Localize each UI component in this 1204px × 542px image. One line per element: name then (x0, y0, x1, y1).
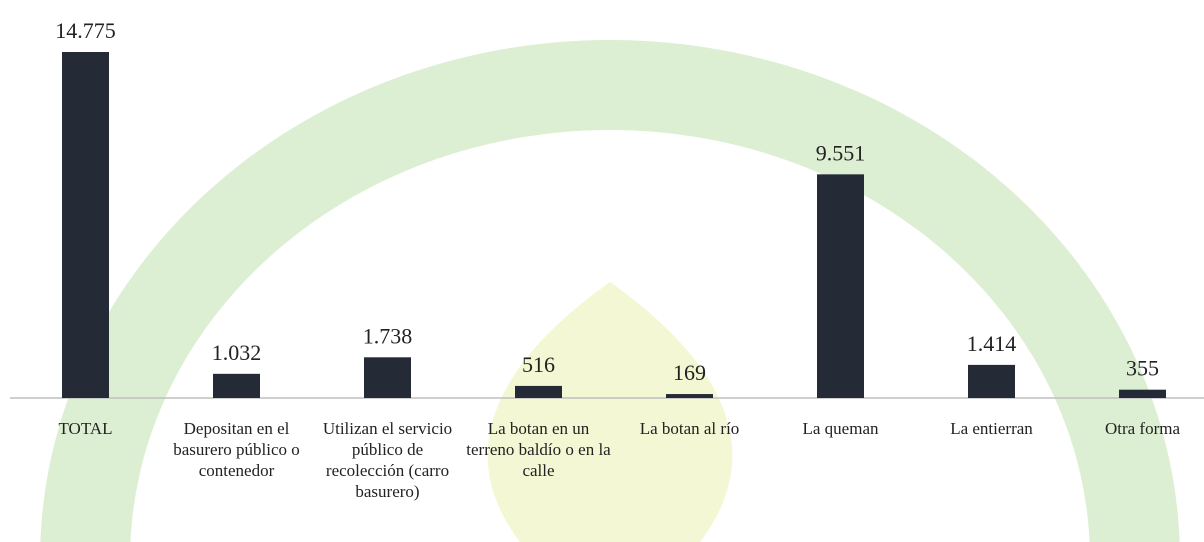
bar (666, 394, 713, 398)
x-tick-label: Otra forma (1104, 419, 1181, 438)
value-label: 9.551 (816, 140, 866, 165)
bar (1119, 389, 1166, 398)
value-label: 14.775 (55, 18, 116, 43)
x-tick-label: Utilizan el servicio público de recolecc… (322, 419, 453, 501)
x-tick-label: La queman (802, 419, 879, 438)
bar (515, 385, 562, 398)
x-tick-label: TOTAL (58, 419, 113, 438)
x-tick-label: La botan al río (639, 419, 740, 438)
value-label: 1.032 (212, 340, 262, 365)
bar (62, 52, 109, 398)
bar (968, 364, 1015, 398)
background-decoration (40, 40, 1180, 542)
bar (364, 357, 411, 398)
value-label: 516 (522, 352, 555, 377)
bar (213, 373, 260, 398)
x-tick-label: Depositan en el basurero público o conte… (173, 419, 300, 480)
value-label: 355 (1126, 356, 1159, 381)
value-label: 169 (673, 360, 706, 385)
value-label: 1.738 (363, 323, 413, 348)
value-label: 1.414 (967, 331, 1017, 356)
bar (817, 174, 864, 398)
x-tick-label: La entierran (950, 419, 1033, 438)
x-tick-label: La botan en un terreno baldío o en la ca… (466, 419, 611, 480)
